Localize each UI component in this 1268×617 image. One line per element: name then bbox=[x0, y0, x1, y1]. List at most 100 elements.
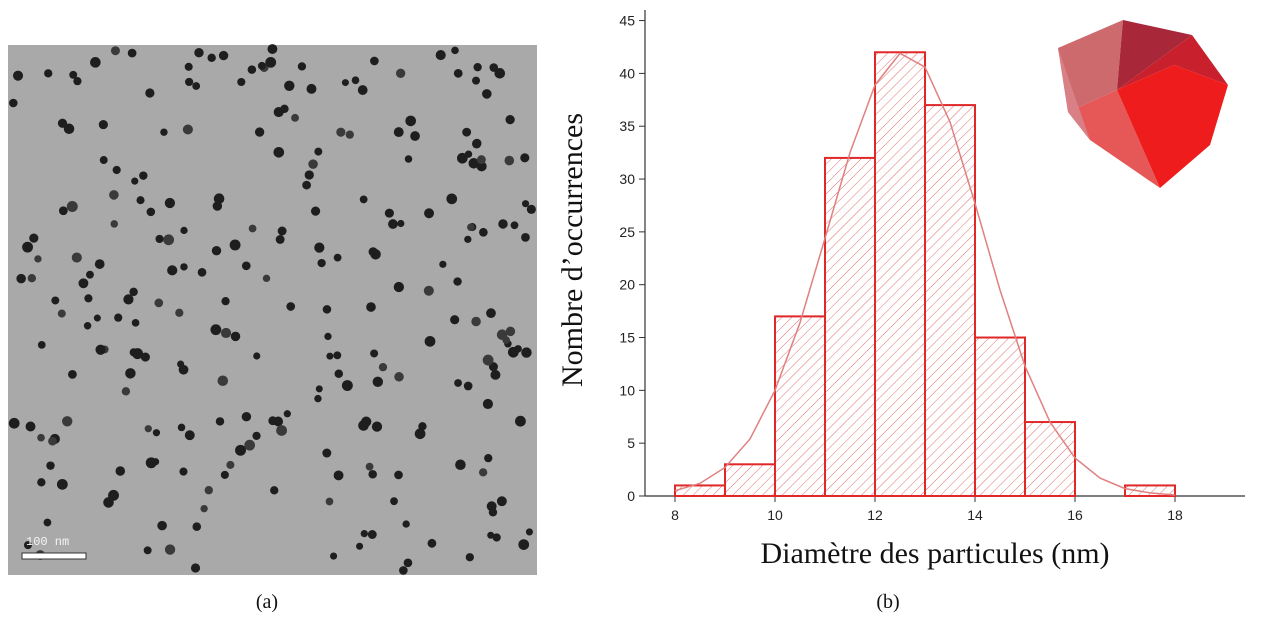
particle bbox=[177, 423, 186, 432]
particle bbox=[84, 294, 93, 303]
particle bbox=[453, 277, 462, 286]
particle bbox=[395, 68, 406, 78]
particle bbox=[424, 208, 435, 219]
particle bbox=[487, 531, 495, 539]
particle bbox=[164, 544, 176, 555]
particle bbox=[394, 470, 403, 480]
particle bbox=[330, 552, 338, 560]
particle bbox=[131, 177, 139, 185]
particle bbox=[37, 478, 46, 487]
particle bbox=[482, 398, 493, 410]
particle bbox=[388, 219, 398, 229]
particle bbox=[427, 538, 437, 548]
particle bbox=[22, 241, 34, 253]
x-tick-label: 18 bbox=[1167, 507, 1183, 523]
particle bbox=[155, 234, 164, 244]
particle bbox=[16, 273, 26, 284]
particle bbox=[86, 270, 94, 279]
particle bbox=[446, 193, 458, 205]
particle bbox=[370, 56, 379, 66]
particle bbox=[345, 130, 354, 139]
particle bbox=[129, 287, 138, 297]
particle bbox=[184, 62, 193, 71]
particle bbox=[465, 553, 474, 562]
particle bbox=[286, 302, 296, 311]
particle bbox=[90, 57, 101, 68]
bar bbox=[724, 463, 776, 498]
particle bbox=[71, 252, 82, 263]
particle bbox=[351, 76, 360, 85]
particle bbox=[463, 381, 473, 391]
particle bbox=[402, 520, 410, 528]
particle bbox=[494, 68, 506, 79]
x-axis-label: Diamètre des particules (nm) bbox=[760, 537, 1109, 570]
particle bbox=[484, 453, 493, 463]
particle bbox=[95, 344, 106, 355]
y-tick-label: 35 bbox=[619, 118, 635, 134]
particle bbox=[112, 165, 121, 175]
particle bbox=[212, 201, 223, 211]
particle bbox=[492, 533, 501, 542]
particle bbox=[467, 223, 475, 231]
particle bbox=[180, 226, 188, 235]
particle bbox=[48, 436, 57, 446]
particle bbox=[510, 221, 519, 230]
particle bbox=[127, 48, 137, 58]
particle bbox=[414, 428, 426, 440]
particle bbox=[322, 305, 332, 314]
particle bbox=[486, 501, 497, 512]
particle bbox=[356, 542, 364, 550]
particle bbox=[326, 352, 334, 360]
y-tick-label: 15 bbox=[619, 330, 635, 346]
particle bbox=[178, 364, 189, 375]
particle bbox=[482, 354, 494, 366]
particle bbox=[247, 65, 257, 74]
particle bbox=[192, 522, 202, 531]
y-tick-label: 45 bbox=[619, 13, 635, 29]
particle bbox=[486, 308, 496, 319]
particle bbox=[146, 207, 156, 217]
particle bbox=[46, 461, 55, 470]
particle bbox=[73, 77, 82, 86]
particle bbox=[306, 83, 317, 94]
particle bbox=[405, 115, 417, 127]
particle bbox=[390, 497, 398, 506]
particle bbox=[175, 308, 184, 317]
particle bbox=[164, 197, 176, 209]
particle bbox=[277, 226, 287, 236]
particle bbox=[314, 147, 323, 156]
particle bbox=[57, 309, 66, 318]
particle bbox=[217, 375, 229, 387]
particle bbox=[423, 285, 434, 296]
particle bbox=[454, 379, 462, 387]
particle bbox=[110, 220, 118, 228]
particle bbox=[314, 242, 325, 253]
particle bbox=[418, 422, 427, 431]
particle bbox=[333, 470, 344, 481]
particle bbox=[479, 227, 488, 237]
particle bbox=[357, 85, 368, 95]
scale-bar bbox=[21, 552, 87, 560]
particle bbox=[367, 530, 377, 539]
particle bbox=[129, 348, 138, 357]
particle bbox=[368, 469, 377, 479]
particle bbox=[450, 315, 460, 325]
particle bbox=[200, 504, 208, 513]
particle bbox=[265, 56, 277, 68]
particle bbox=[394, 372, 404, 382]
particle bbox=[12, 70, 24, 81]
y-tick-label: 10 bbox=[619, 382, 635, 398]
particle bbox=[525, 528, 533, 536]
y-tick-label: 40 bbox=[619, 65, 635, 81]
particle bbox=[248, 224, 257, 233]
particle bbox=[322, 448, 332, 458]
particle bbox=[276, 425, 287, 436]
particle bbox=[273, 146, 285, 158]
particle bbox=[226, 460, 235, 469]
particle bbox=[62, 416, 73, 427]
particle bbox=[254, 127, 265, 137]
particle bbox=[58, 206, 68, 216]
particle bbox=[235, 444, 246, 456]
particle bbox=[190, 563, 201, 573]
